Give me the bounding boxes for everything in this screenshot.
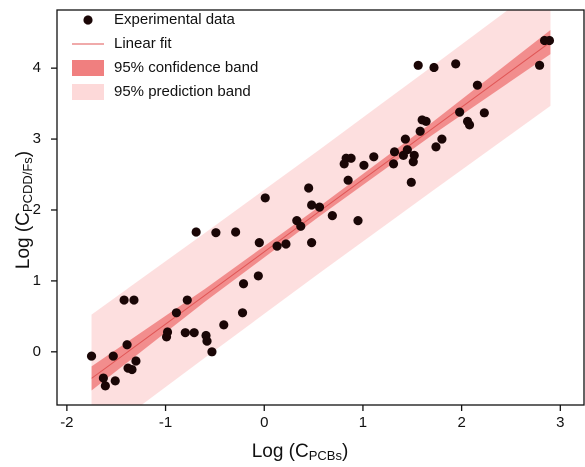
data-point [353,216,363,226]
x-axis-label: Log (CPCBs) [252,441,349,462]
data-point [534,60,545,70]
data-point [406,177,416,187]
data-point [254,238,264,248]
data-point [182,295,192,305]
data-point [98,373,108,383]
legend-label: Linear fit [114,35,172,52]
y-tick-label: 0 [33,343,41,360]
data-point [307,238,317,248]
y-tick-label: 1 [33,272,41,289]
marks [86,35,555,391]
data-point [189,328,199,338]
data-point [108,351,118,361]
data-point [281,239,291,249]
x-tick-label: 0 [260,414,268,431]
data-point [346,153,356,163]
x-tick-label: -2 [60,414,73,431]
data-point [129,295,139,305]
data-point [122,340,132,350]
data-point [429,62,439,73]
data-point [304,183,314,193]
data-point [415,126,425,136]
legend-label: 95% prediction band [114,83,251,100]
data-point [431,142,441,152]
data-point [479,108,489,118]
data-point [231,227,241,237]
x-tick-label: 3 [556,414,564,431]
data-point [253,271,263,281]
data-point [238,279,249,289]
x-label-end: ) [342,441,348,462]
y-label-end: ) [13,151,34,157]
y-label-sub: PCDD/Fs [20,157,35,212]
data-point [307,200,317,210]
data-point [219,320,229,330]
data-point [110,376,120,386]
data-point [131,356,141,366]
data-point [191,227,201,237]
legend-label: Experimental data [114,11,236,28]
data-point [437,134,447,144]
data-point [207,347,217,357]
data-point [260,193,270,203]
legend-symbol [72,60,104,76]
data-point [127,364,137,375]
y-tick-label: 3 [33,130,41,147]
legend-symbol [83,15,93,25]
x-label-text: Log (C [252,441,309,462]
data-point [369,152,379,162]
data-point [413,60,423,70]
data-point [180,328,190,338]
data-point [388,159,399,169]
data-point [451,59,461,69]
data-point [464,120,475,130]
data-point [455,107,465,117]
data-point [402,145,412,155]
data-point [343,175,353,185]
legend-label: 95% confidence band [114,59,258,76]
data-point [237,308,248,318]
data-point [162,327,173,337]
data-point [211,228,221,238]
y-label-text: Log (C [13,212,34,269]
data-point [171,308,182,318]
data-point [272,241,282,251]
data-point [359,160,369,170]
data-point [202,336,212,346]
data-point [296,221,306,231]
plot-frame [56,9,585,406]
x-tick-label: 2 [457,414,465,431]
data-point [544,35,555,46]
x-tick-label: 1 [359,414,367,431]
data-point [119,295,129,305]
y-tick-label: 2 [33,201,41,218]
data-point [400,134,410,144]
data-point [86,351,97,361]
legend-symbol [72,84,104,100]
data-point [409,150,419,160]
data-point [421,116,431,126]
data-point [389,147,400,157]
x-label-sub: PCBs [309,448,343,462]
data-point [100,381,110,391]
x-tick-label: -1 [159,414,172,431]
data-point [327,211,337,221]
data-point [472,80,483,90]
data-point [314,202,325,212]
y-axis-label: Log (CPCDD/Fs) [13,151,35,269]
y-tick-label: 4 [33,59,41,76]
